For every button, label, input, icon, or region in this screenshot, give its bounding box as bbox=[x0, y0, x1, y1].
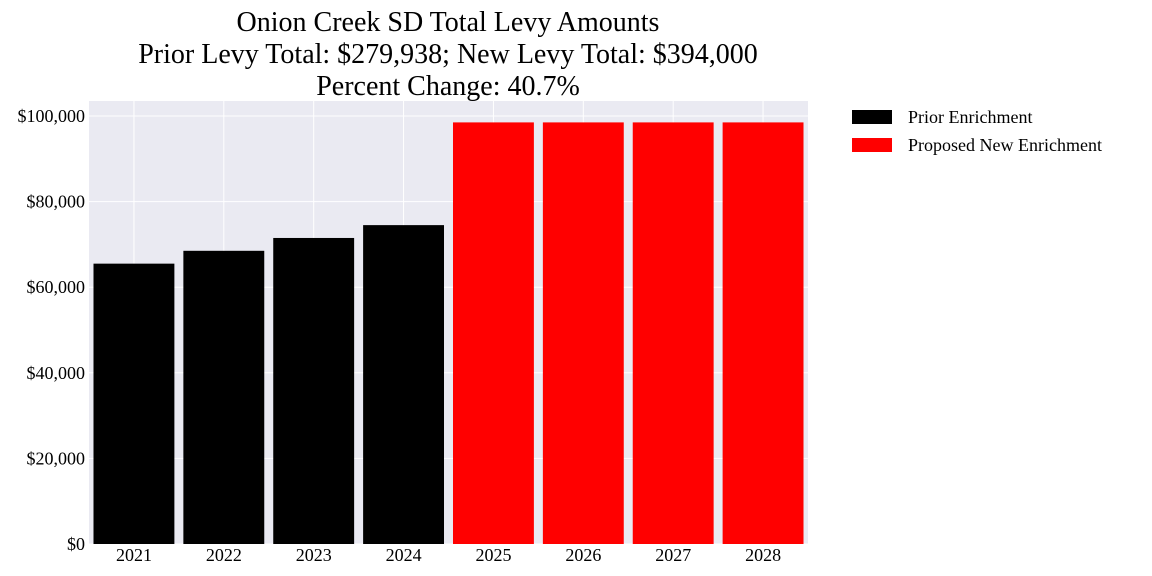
x-tick-label: 2026 bbox=[565, 545, 601, 565]
chart-title-line-2: Prior Levy Total: $279,938; New Levy Tot… bbox=[138, 39, 758, 70]
legend-label: Proposed New Enrichment bbox=[908, 135, 1102, 155]
y-tick-label: $80,000 bbox=[27, 192, 86, 212]
x-tick-label: 2028 bbox=[745, 545, 781, 565]
chart-title: Onion Creek SD Total Levy Amounts Prior … bbox=[138, 7, 758, 102]
bar-2021 bbox=[93, 263, 175, 544]
x-tick-label: 2027 bbox=[655, 545, 691, 565]
bar-2023 bbox=[273, 237, 355, 544]
bars bbox=[93, 122, 804, 544]
y-axis-tick-labels: $0 $20,000 $40,000 $60,000 $80,000 $100,000 bbox=[18, 106, 86, 554]
y-tick-label: $40,000 bbox=[27, 363, 86, 383]
y-tick-label: $60,000 bbox=[27, 277, 86, 297]
chart-title-line-3: Percent Change: 40.7% bbox=[316, 71, 580, 102]
x-tick-label: 2022 bbox=[206, 545, 242, 565]
bar-2026 bbox=[542, 122, 624, 544]
bar-2022 bbox=[183, 250, 265, 544]
x-tick-label: 2021 bbox=[116, 545, 152, 565]
x-tick-label: 2023 bbox=[296, 545, 332, 565]
x-tick-label: 2024 bbox=[386, 545, 422, 565]
legend-label: Prior Enrichment bbox=[908, 107, 1032, 127]
bar-2028 bbox=[722, 122, 804, 544]
legend: Prior Enrichment Proposed New Enrichment bbox=[852, 107, 1102, 155]
y-tick-label: $20,000 bbox=[27, 448, 86, 468]
chart-title-line-1: Onion Creek SD Total Levy Amounts bbox=[237, 7, 660, 38]
bar-2025 bbox=[452, 122, 534, 544]
legend-swatch bbox=[852, 138, 892, 152]
x-axis-tick-labels: 2021 2022 2023 2024 2025 2026 2027 2028 bbox=[116, 545, 781, 565]
bar-2027 bbox=[632, 122, 714, 544]
legend-swatch bbox=[852, 110, 892, 124]
y-tick-label: $100,000 bbox=[18, 106, 86, 126]
x-tick-label: 2025 bbox=[475, 545, 511, 565]
bar-2024 bbox=[363, 225, 445, 544]
y-tick-label: $0 bbox=[67, 534, 85, 554]
